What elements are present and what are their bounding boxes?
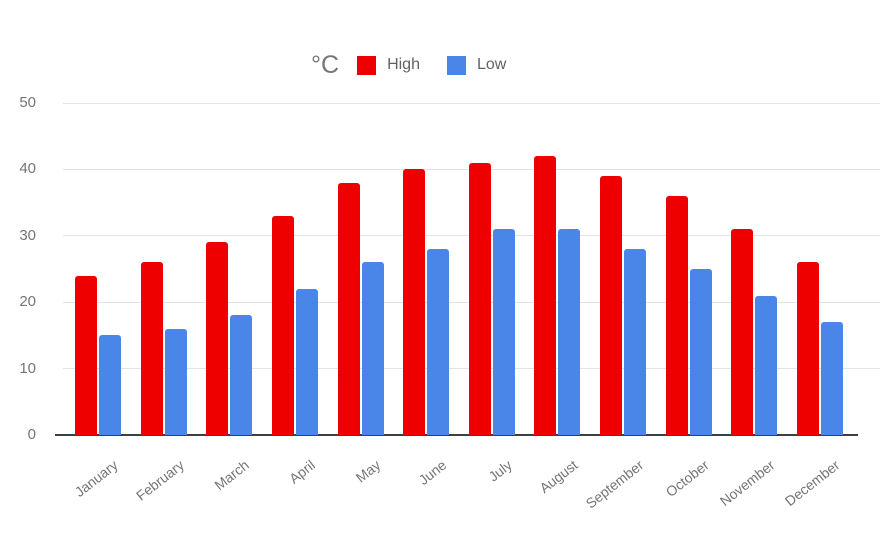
bar-high-october bbox=[665, 195, 688, 435]
bar-low-october bbox=[689, 269, 712, 435]
x-tick-label-june: June bbox=[415, 456, 450, 488]
bar-low-june bbox=[427, 249, 450, 435]
y-tick-label-0: 0 bbox=[27, 426, 36, 443]
bar-high-may bbox=[337, 182, 360, 435]
x-axis: January February March April May June July Augu… bbox=[63, 437, 880, 532]
bar-group-august bbox=[534, 103, 581, 435]
y-tick-label-10: 10 bbox=[19, 359, 36, 377]
bar-high-february bbox=[140, 262, 163, 435]
x-tick-label-january: January bbox=[71, 456, 121, 500]
bar-high-march bbox=[206, 242, 229, 435]
bar-low-february bbox=[164, 328, 187, 435]
legend-swatch-low-icon bbox=[446, 55, 466, 75]
y-axis: 0 10 20 30 40 50 bbox=[0, 94, 36, 443]
bar-group-september bbox=[600, 103, 647, 435]
y-tick-label-50: 50 bbox=[19, 94, 36, 111]
x-tick-label-august: August bbox=[536, 456, 581, 497]
x-tick-label-march: March bbox=[211, 456, 253, 494]
bar-low-september bbox=[624, 249, 647, 435]
bar-group-december bbox=[797, 103, 844, 435]
bar-group-november bbox=[731, 103, 778, 435]
bar-group-june bbox=[403, 103, 450, 435]
x-tick-label-october: October bbox=[662, 456, 712, 500]
x-tick-label-february: February bbox=[132, 456, 187, 504]
chart-title: °C bbox=[311, 51, 340, 79]
bar-group-march bbox=[206, 103, 253, 435]
bar-low-april bbox=[295, 288, 318, 435]
bar-low-january bbox=[99, 335, 121, 435]
x-tick-label-july: July bbox=[485, 456, 515, 485]
legend-label-low: Low bbox=[476, 56, 507, 73]
gridline-50 bbox=[63, 102, 880, 104]
bar-low-august bbox=[558, 229, 581, 435]
bar-high-june bbox=[403, 169, 426, 435]
bar-high-september bbox=[600, 176, 623, 435]
bar-high-november bbox=[731, 229, 754, 435]
legend-label-high: High bbox=[387, 56, 420, 73]
bar-high-april bbox=[271, 215, 294, 435]
y-tick-label-40: 40 bbox=[19, 160, 36, 178]
x-tick-label-april: April bbox=[285, 456, 318, 487]
bar-group-may bbox=[337, 103, 384, 435]
x-axis-line bbox=[55, 434, 858, 436]
chart-header: °C High Low bbox=[311, 48, 506, 82]
legend-swatch-high-icon bbox=[357, 55, 377, 75]
legend-item-high: High bbox=[357, 55, 420, 75]
bar-low-november bbox=[755, 295, 778, 435]
legend-item-low: Low bbox=[446, 55, 507, 75]
bar-group-january bbox=[75, 103, 121, 435]
y-tick-label-30: 30 bbox=[19, 226, 36, 244]
bar-low-december bbox=[821, 322, 844, 435]
bar-high-july bbox=[468, 162, 491, 435]
bar-group-april bbox=[271, 103, 318, 435]
bar-group-july bbox=[468, 103, 515, 435]
bar-group-february bbox=[140, 103, 187, 435]
x-tick-label-may: May bbox=[352, 456, 384, 486]
bar-group-october bbox=[665, 103, 712, 435]
y-tick-label-20: 20 bbox=[19, 293, 36, 311]
bar-low-march bbox=[230, 315, 253, 435]
bar-low-may bbox=[361, 262, 384, 435]
bar-low-july bbox=[492, 229, 515, 435]
x-tick-label-november: November bbox=[716, 456, 778, 510]
bar-high-january bbox=[75, 275, 97, 435]
bar-high-december bbox=[797, 262, 820, 435]
x-tick-label-september: September bbox=[582, 456, 647, 512]
bar-high-august bbox=[534, 156, 557, 435]
plot-area bbox=[55, 102, 880, 436]
x-tick-label-december: December bbox=[782, 456, 843, 510]
